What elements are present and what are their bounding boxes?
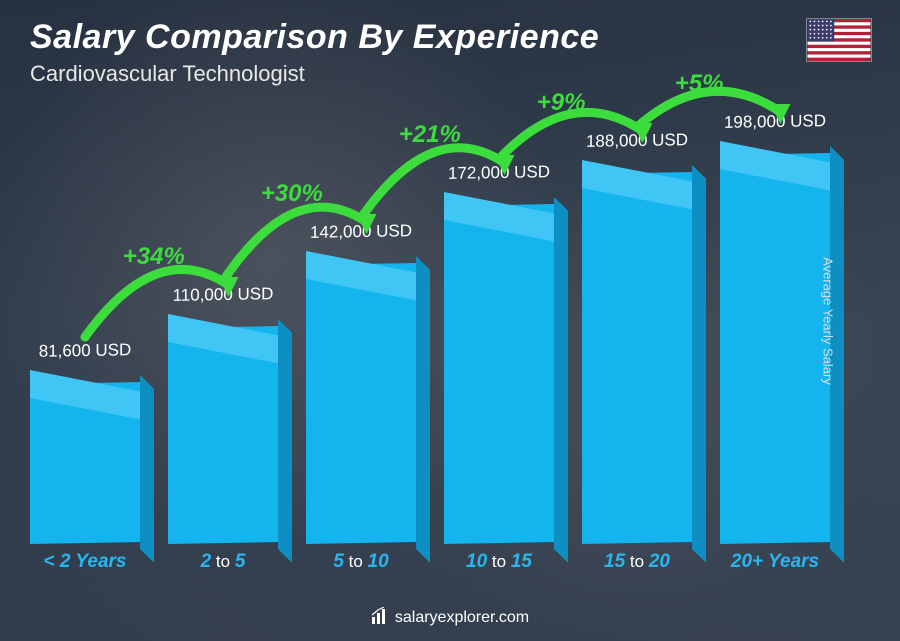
chart-title: Salary Comparison By Experience: [30, 18, 870, 57]
chart-subtitle: Cardiovascular Technologist: [30, 61, 870, 87]
footer: salaryexplorer.com: [0, 607, 900, 627]
flag-icon: [806, 18, 872, 62]
bar-chart: 81,600 USD < 2 Years 110,000 USD 2 to 5 …: [30, 100, 860, 571]
pct-change-label: +5%: [675, 70, 724, 98]
footer-text: salaryexplorer.com: [395, 609, 529, 626]
logo-icon: [371, 607, 389, 625]
y-axis-label: Average Yearly Salary: [821, 257, 836, 385]
change-arrow: [30, 100, 860, 571]
header: Salary Comparison By Experience Cardiova…: [30, 18, 870, 87]
